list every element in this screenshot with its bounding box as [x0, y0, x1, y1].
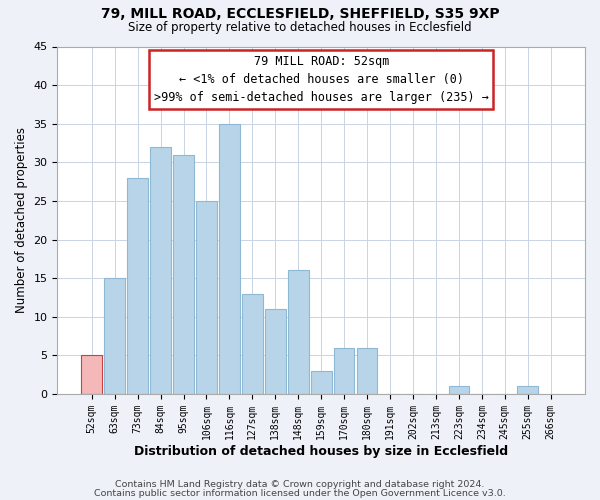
Bar	[82, 356, 102, 394]
Text: 79 MILL ROAD: 52sqm
← <1% of detached houses are smaller (0)
>99% of semi-detach: 79 MILL ROAD: 52sqm ← <1% of detached ho…	[154, 55, 488, 104]
Bar	[196, 201, 217, 394]
Text: Contains HM Land Registry data © Crown copyright and database right 2024.: Contains HM Land Registry data © Crown c…	[115, 480, 485, 489]
Bar	[288, 270, 308, 394]
Bar	[242, 294, 263, 394]
Text: Contains public sector information licensed under the Open Government Licence v3: Contains public sector information licen…	[94, 488, 506, 498]
Bar	[173, 154, 194, 394]
Bar	[150, 147, 171, 394]
Bar	[334, 348, 355, 394]
Bar	[449, 386, 469, 394]
X-axis label: Distribution of detached houses by size in Ecclesfield: Distribution of detached houses by size …	[134, 444, 508, 458]
Y-axis label: Number of detached properties: Number of detached properties	[15, 127, 28, 313]
Bar	[265, 309, 286, 394]
Text: 79, MILL ROAD, ECCLESFIELD, SHEFFIELD, S35 9XP: 79, MILL ROAD, ECCLESFIELD, SHEFFIELD, S…	[101, 8, 499, 22]
Bar	[311, 371, 332, 394]
Bar	[357, 348, 377, 394]
Bar	[517, 386, 538, 394]
Bar	[219, 124, 240, 394]
Bar	[127, 178, 148, 394]
Text: Size of property relative to detached houses in Ecclesfield: Size of property relative to detached ho…	[128, 21, 472, 34]
Bar	[104, 278, 125, 394]
Text: 79 MILL ROAD: 52sqm
← <1% of detached houses are smaller (0)
>99% of semi-detach: 79 MILL ROAD: 52sqm ← <1% of detached ho…	[154, 55, 488, 104]
